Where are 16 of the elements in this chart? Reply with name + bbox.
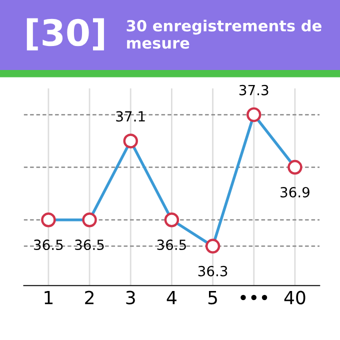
- data-label: 36.5: [157, 240, 186, 250]
- x-tick-label: 5: [208, 291, 217, 304]
- x-tick-label: 2: [85, 290, 94, 304]
- data-label: 36.3: [198, 266, 228, 276]
- x-tick-label: •••: [240, 294, 268, 300]
- x-tick-label: 40: [284, 290, 306, 304]
- x-tick-label: 4: [166, 291, 176, 304]
- data-label: 36.5: [34, 240, 63, 250]
- data-label: 37.1: [116, 111, 145, 122]
- data-label: 36.5: [75, 240, 104, 250]
- x-tick-label: 1: [44, 291, 53, 304]
- x-tick-label: 3: [126, 290, 135, 304]
- data-label: 36.9: [280, 186, 310, 198]
- chart-title: 30 enregistrements de mesure: [126, 20, 322, 49]
- data-label: 37.3: [239, 84, 268, 96]
- text: [30]: [26, 18, 104, 50]
